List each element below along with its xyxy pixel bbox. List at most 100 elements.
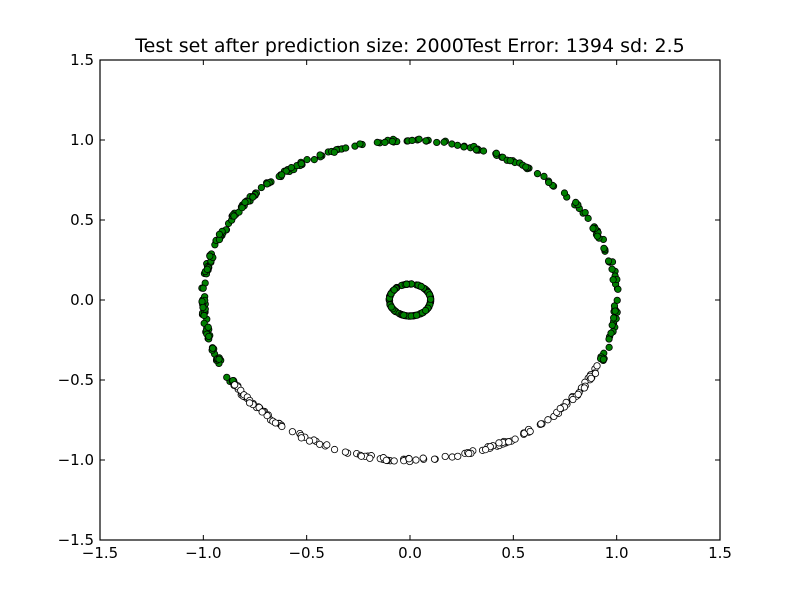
- data-point: [430, 455, 439, 463]
- data-point: [258, 408, 266, 416]
- data-point: [611, 307, 619, 315]
- data-point: [572, 198, 580, 206]
- data-point: [613, 296, 621, 304]
- data-point: [433, 138, 441, 147]
- plot-area: [100, 60, 720, 540]
- data-point: [330, 445, 339, 454]
- data-point: [206, 252, 214, 260]
- y-tick-label: 0.5: [70, 211, 94, 229]
- data-point: [608, 321, 616, 329]
- data-point: [556, 404, 564, 413]
- data-point: [381, 138, 389, 147]
- data-point: [574, 390, 582, 398]
- data-point: [472, 146, 480, 154]
- data-point: [297, 160, 305, 168]
- data-point: [589, 224, 597, 232]
- data-point: [230, 212, 238, 220]
- x-tick-label: −1.5: [82, 544, 118, 562]
- data-point: [441, 452, 449, 461]
- data-point: [599, 355, 608, 363]
- data-point: [200, 311, 208, 320]
- data-point: [505, 438, 513, 446]
- data-point: [241, 198, 249, 206]
- data-point: [215, 230, 224, 238]
- x-tick-label: 1.0: [605, 544, 629, 562]
- data-point: [387, 303, 395, 311]
- data-point: [400, 311, 408, 319]
- x-tick-label: 0.5: [501, 544, 525, 562]
- data-point: [460, 143, 468, 151]
- data-point: [373, 138, 381, 146]
- data-point: [412, 456, 420, 464]
- data-point: [330, 148, 338, 156]
- data-point: [600, 244, 608, 252]
- data-point: [544, 416, 552, 424]
- y-tick-label: 0.0: [70, 291, 94, 309]
- data-point: [287, 164, 295, 172]
- x-tick-label: −0.5: [288, 544, 324, 562]
- data-point: [356, 140, 364, 148]
- y-tick-label: 1.0: [70, 131, 94, 149]
- data-point: [584, 214, 592, 222]
- data-point: [249, 193, 257, 201]
- data-point: [605, 343, 613, 351]
- data-point: [388, 137, 396, 145]
- data-point: [390, 457, 398, 465]
- data-point: [422, 137, 430, 145]
- data-point: [481, 446, 490, 454]
- data-point: [341, 448, 350, 456]
- data-point: [608, 265, 616, 273]
- data-point: [271, 419, 280, 427]
- y-tick-label: −1.5: [58, 531, 94, 549]
- data-point: [310, 156, 318, 164]
- data-point: [511, 435, 519, 443]
- plot-frame: [99, 59, 721, 541]
- data-point: [587, 374, 595, 382]
- data-point: [607, 329, 615, 337]
- data-point: [263, 180, 271, 188]
- data-point: [405, 455, 413, 463]
- x-tick-label: 0.0: [398, 544, 422, 562]
- data-point: [591, 369, 600, 378]
- data-points: [198, 135, 622, 466]
- data-point: [357, 452, 365, 460]
- data-point: [465, 449, 473, 458]
- data-point: [479, 147, 488, 155]
- data-point: [419, 454, 427, 462]
- data-point: [204, 323, 212, 331]
- data-point: [533, 170, 542, 178]
- data-point: [560, 189, 569, 197]
- data-point: [605, 335, 613, 343]
- data-point: [198, 297, 206, 306]
- data-point: [581, 208, 589, 217]
- data-point: [426, 295, 435, 303]
- data-point: [342, 144, 350, 152]
- data-point: [614, 285, 622, 293]
- data-point: [288, 428, 297, 436]
- data-point: [440, 138, 448, 146]
- data-point: [246, 399, 254, 407]
- x-tick-label: 1.5: [708, 544, 732, 562]
- data-point: [390, 286, 398, 294]
- data-point: [215, 355, 223, 363]
- data-point: [415, 135, 423, 143]
- data-point: [316, 151, 324, 159]
- y-tick-label: −0.5: [58, 371, 94, 389]
- data-point: [278, 171, 286, 179]
- data-point: [323, 441, 331, 449]
- data-point: [593, 232, 601, 240]
- data-point: [412, 311, 421, 319]
- data-point: [604, 257, 613, 265]
- data-point: [199, 303, 207, 312]
- data-point: [382, 456, 390, 464]
- data-point: [199, 284, 207, 292]
- data-point: [522, 163, 530, 171]
- data-point: [569, 395, 577, 404]
- data-point: [421, 306, 430, 315]
- data-point: [545, 178, 553, 187]
- data-point: [580, 384, 588, 392]
- y-tick-label: −1.0: [58, 451, 94, 469]
- data-point: [257, 183, 265, 192]
- data-point: [453, 141, 462, 149]
- data-point: [417, 282, 425, 291]
